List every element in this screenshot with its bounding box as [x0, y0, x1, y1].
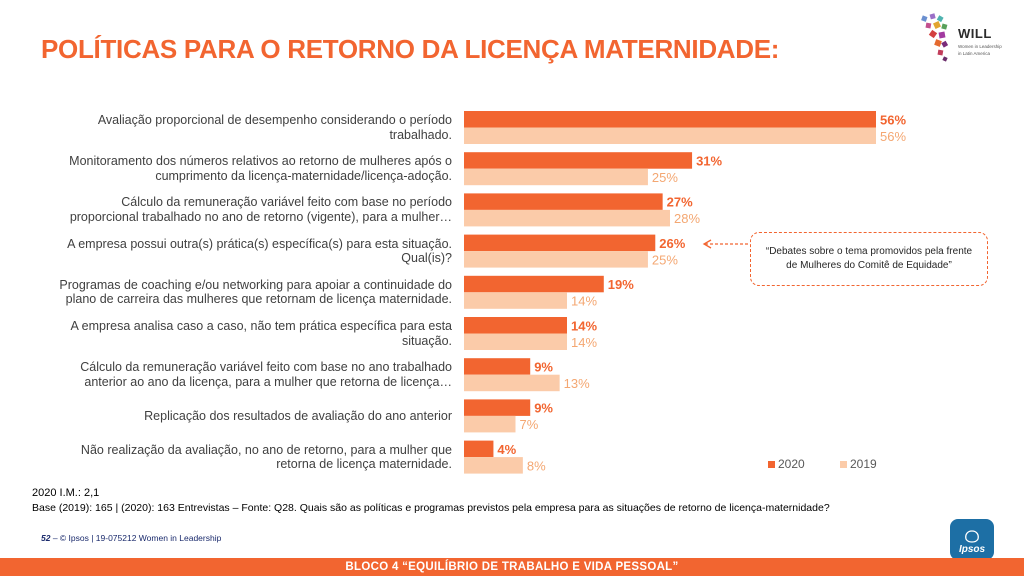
data-label-2020: 14%: [571, 318, 597, 333]
bar-2019: [464, 333, 567, 350]
bar-2020: [464, 399, 531, 416]
category-label-line: trabalhado.: [389, 127, 452, 142]
data-label-2020: 9%: [534, 401, 553, 416]
data-label-2020: 4%: [497, 442, 516, 457]
will-logo-icon: [921, 13, 949, 62]
category-label-line: situação.: [401, 333, 452, 348]
category-label-line: A empresa possui outra(s) prática(s) esp…: [67, 236, 452, 251]
legend-item-2019: 2019: [840, 457, 877, 471]
annotation-arrow-icon: [702, 239, 712, 249]
bar-2020: [464, 152, 693, 169]
bar-2019: [464, 457, 523, 474]
page-number: 52: [41, 533, 51, 543]
page-title: POLÍTICAS PARA O RETORNO DA LICENÇA MATE…: [41, 34, 780, 64]
data-label-2020: 31%: [696, 153, 722, 168]
data-label-2019: 14%: [571, 294, 597, 309]
category-label: Replicação dos resultados de avaliação d…: [32, 409, 452, 424]
im-note: 2020 I.M.: 2,1: [32, 487, 100, 499]
data-label-2020: 9%: [534, 359, 553, 374]
category-label: Não realização da avaliação, no ano de r…: [32, 443, 452, 472]
category-label-line: Não realização da avaliação, no ano de r…: [80, 442, 452, 457]
bar-2020: [464, 358, 531, 375]
bar-2020: [464, 440, 494, 458]
bar-chart: 56%56%31%25%27%28%26%25%19%14%14%14%9%13…: [464, 111, 906, 474]
bar-2020: [464, 317, 567, 334]
bar-2020: [464, 234, 656, 252]
category-label-line: plano de carreira das mulheres que retor…: [65, 292, 452, 307]
category-label-line: cumprimento da licença-maternidade/licen…: [155, 168, 452, 183]
category-label: Programas de coaching e/ou networking pa…: [32, 278, 452, 307]
data-label-2019: 56%: [880, 129, 906, 144]
data-label-2019: 14%: [571, 335, 597, 350]
bar-2019: [464, 415, 516, 433]
data-label-2019: 25%: [652, 252, 678, 267]
category-label: A empresa possui outra(s) prática(s) esp…: [32, 237, 452, 266]
data-label-2019: 13%: [564, 376, 590, 391]
data-label-2019: 8%: [527, 458, 546, 473]
bar-2019: [464, 209, 670, 227]
annotation-callout: “Debates sobre o tema promovidos pela fr…: [750, 232, 988, 286]
ipsos-logo: Ipsos: [950, 519, 994, 560]
category-label-line: Monitoramento dos números relativos ao r…: [69, 154, 452, 169]
data-label-2020: 27%: [667, 195, 693, 210]
legend-label-2020: 2020: [778, 457, 805, 471]
category-label: Cálculo da remuneração variável feito co…: [32, 195, 452, 224]
legend-item-2020: 2020: [768, 457, 805, 471]
category-label-line: Avaliação proporcional de desempenho con…: [97, 113, 452, 127]
bar-2020: [464, 275, 604, 293]
category-label-line: proporcional trabalhado no ano de retorn…: [69, 209, 452, 224]
bar-2019: [464, 292, 567, 309]
data-label-2019: 25%: [652, 170, 678, 185]
category-label-line: Cálculo da remuneração variável feito co…: [80, 360, 452, 375]
category-label-line: Replicação dos resultados de avaliação d…: [144, 408, 452, 423]
legend-label-2019: 2019: [850, 457, 877, 471]
category-label-line: retorna de licença maternidade.: [276, 457, 452, 472]
base-note: Base (2019): 165 | (2020): 163 Entrevist…: [32, 502, 830, 514]
data-label-2020: 56%: [880, 112, 906, 127]
data-label-2020: 26%: [659, 236, 685, 251]
ipsos-logo-text: Ipsos: [958, 544, 986, 555]
data-label-2019: 28%: [674, 211, 700, 226]
footer-text: – © Ipsos | 19-075212 Women in Leadershi…: [50, 533, 222, 543]
will-logo-name: WILL: [958, 26, 992, 41]
category-label-line: Programas de coaching e/ou networking pa…: [59, 277, 452, 292]
bar-2020: [464, 193, 663, 210]
will-logo-subtitle: Women in Leadership: [958, 44, 1002, 49]
footer-credit: 52 – © Ipsos | 19-075212 Women in Leader…: [41, 533, 221, 543]
will-logo-subtitle-2: in Latin America: [958, 51, 991, 56]
category-label-line: anterior ao ano da licença, para a mulhe…: [84, 374, 452, 389]
bar-2019: [464, 374, 560, 392]
bar-2020: [464, 111, 876, 128]
legend-swatch-2019: [840, 460, 847, 468]
section-bar: BLOCO 4 “EQUILÍBRIO DE TRABALHO E VIDA P…: [0, 558, 1024, 576]
category-label-line: Cálculo da remuneração variável feito co…: [121, 195, 452, 210]
ipsos-mark-icon: [965, 530, 979, 543]
legend-swatch-2020: [768, 460, 775, 468]
category-label: Avaliação proporcional de desempenho con…: [32, 113, 452, 142]
data-label-2019: 7%: [520, 417, 539, 432]
category-label-line: A empresa analisa caso a caso, não tem p…: [70, 319, 452, 333]
category-label: A empresa analisa caso a caso, não tem p…: [32, 319, 452, 348]
data-label-2020: 19%: [608, 277, 634, 292]
bar-2019: [464, 127, 876, 144]
bar-2019: [464, 168, 648, 186]
category-label: Cálculo da remuneração variável feito co…: [32, 360, 452, 389]
category-label-line: Qual(is)?: [401, 251, 452, 266]
category-label: Monitoramento dos números relativos ao r…: [32, 154, 452, 183]
bar-2019: [464, 251, 648, 268]
